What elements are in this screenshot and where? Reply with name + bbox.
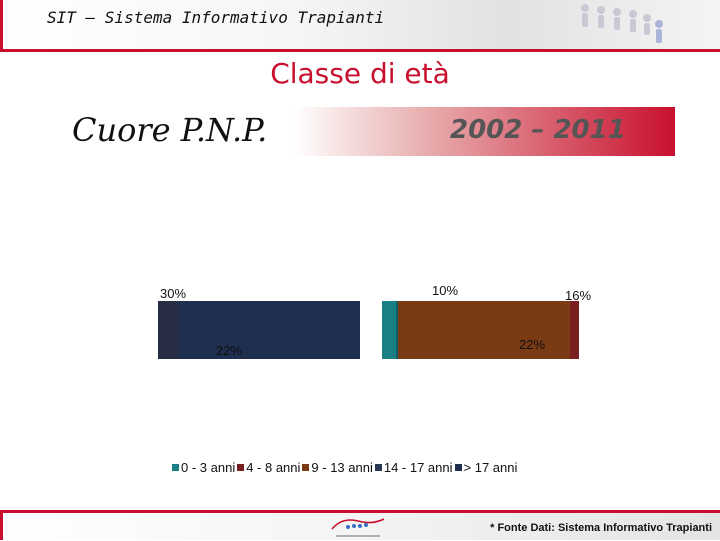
chart-title: Classe di età: [270, 57, 450, 90]
data-label: 30%: [160, 286, 186, 301]
legend-swatch: [237, 464, 245, 471]
legend-item: 4 - 8 anni: [237, 460, 300, 475]
data-label: 16%: [565, 288, 591, 303]
legend-item: > 17 anni: [454, 460, 518, 475]
source-footnote: * Fonte Dati: Sistema Informativo Trapia…: [490, 522, 712, 534]
legend-item: 0 - 3 anni: [172, 460, 235, 475]
bar-segment-shade: [158, 301, 178, 359]
bar-segment-edge: [396, 301, 398, 359]
banner-title: SIT – Sistema Informativo Trapianti: [47, 8, 385, 27]
data-label: 22%: [519, 337, 545, 352]
organ-title: Cuore P.N.P.: [72, 111, 268, 149]
data-label: 10%: [432, 283, 458, 298]
data-label: 22%: [216, 343, 242, 358]
bar-segment-age-gt-17: [178, 301, 360, 359]
legend-label: 9 - 13 anni: [311, 460, 373, 475]
top-banner: SIT – Sistema Informativo Trapianti: [0, 0, 720, 52]
bar-segment-age-9-13: [398, 301, 570, 359]
legend-swatch: [374, 464, 382, 471]
title-band: Cuore P.N.P. 2002 – 2011: [60, 107, 675, 156]
legend-label: 0 - 3 anni: [181, 460, 236, 475]
legend-label: 4 - 8 anni: [246, 460, 301, 475]
legend-swatch: [172, 464, 179, 471]
legend-swatch: [302, 464, 310, 471]
chart-legend: 0 - 3 anni 4 - 8 anni 9 - 13 anni 14 - 17 a…: [172, 460, 519, 475]
bar-segment-age-4-8: [570, 301, 579, 359]
age-class-chart: 30% 22% 10% 22% 16%: [158, 283, 591, 359]
bar-segment-age-0-3: [382, 301, 396, 359]
people-logo-icon: [581, 4, 663, 43]
legend-item: 14 - 17 anni: [374, 460, 453, 475]
bottom-bar: * Fonte Dati: Sistema Informativo Trapia…: [0, 510, 720, 540]
period-label: 2002 – 2011: [450, 115, 626, 145]
legend-swatch: [454, 464, 462, 471]
legend-label: 14 - 17 anni: [383, 460, 453, 475]
legend-item: 9 - 13 anni: [302, 460, 373, 475]
centro-nazionale-trapianti-logo-icon: [331, 518, 385, 537]
legend-label: > 17 anni: [463, 460, 518, 475]
